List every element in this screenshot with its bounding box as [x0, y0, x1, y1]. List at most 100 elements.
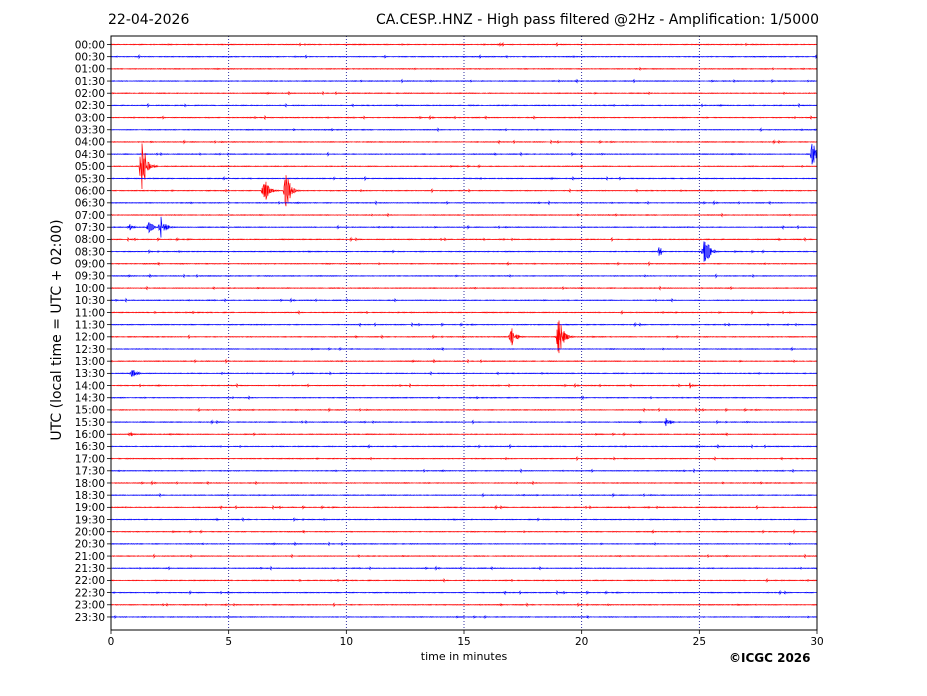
trace-2300: [110, 602, 818, 608]
trace-1500: [110, 407, 818, 413]
trace-0430: [110, 143, 818, 165]
row-label-1100: 11:00: [75, 307, 105, 319]
row-label-2230: 22:30: [75, 587, 105, 599]
trace-0930: [110, 273, 818, 279]
trace-0030: [110, 53, 818, 60]
x-tick-label-5: 5: [225, 636, 232, 648]
trace-1730: [110, 468, 818, 474]
row-label-1500: 15:00: [75, 405, 105, 417]
trace-1230: [110, 346, 818, 352]
row-label-0100: 01:00: [75, 64, 105, 76]
row-label-1230: 12:30: [75, 344, 105, 356]
trace-1930: [110, 517, 818, 523]
trace-0000: [110, 41, 818, 47]
trace-1830: [110, 492, 818, 498]
trace-0630: [110, 200, 818, 206]
row-label-0030: 00:30: [75, 51, 105, 63]
trace-0500: [110, 143, 818, 190]
row-label-0230: 02:30: [75, 100, 105, 112]
row-label-0530: 05:30: [75, 173, 105, 185]
x-tick-label-25: 25: [693, 636, 706, 648]
row-label-0130: 01:30: [75, 76, 105, 88]
trace-0330: [110, 127, 818, 133]
trace-0100: [110, 66, 818, 71]
chart-title: CA.CESP..HNZ - High pass filtered @2Hz -…: [375, 12, 819, 28]
row-label-0200: 02:00: [75, 88, 105, 100]
trace-1330: [110, 369, 818, 377]
x-tick-label-0: 0: [108, 636, 115, 648]
row-label-1400: 14:00: [75, 380, 105, 392]
x-tick-label-10: 10: [340, 636, 353, 648]
x-axis-label: time in minutes: [420, 650, 508, 663]
trace-0830: [110, 241, 818, 262]
row-label-2200: 22:00: [75, 575, 105, 587]
trace-0300: [110, 114, 818, 121]
trace-0130: [110, 78, 818, 84]
row-label-0500: 05:00: [75, 161, 105, 173]
row-label-0600: 06:00: [75, 185, 105, 197]
row-label-1530: 15:30: [75, 417, 105, 429]
trace-1030: [110, 297, 818, 303]
trace-0230: [110, 102, 818, 109]
trace-1600: [110, 431, 818, 437]
trace-1700: [110, 456, 818, 462]
trace-1400: [110, 382, 818, 389]
row-label-1600: 16:00: [75, 429, 105, 441]
trace-0400: [110, 139, 818, 145]
trace-0200: [110, 90, 818, 96]
row-label-2300: 23:00: [75, 600, 105, 612]
row-label-1430: 14:30: [75, 393, 105, 405]
row-label-1300: 13:00: [75, 356, 105, 368]
row-label-2030: 20:30: [75, 539, 105, 551]
trace-2130: [110, 565, 818, 571]
trace-1300: [110, 358, 818, 364]
trace-2330: [110, 614, 818, 620]
row-label-1130: 11:30: [75, 319, 105, 331]
trace-1130: [110, 321, 818, 328]
row-label-0400: 04:00: [75, 137, 105, 149]
row-label-1200: 12:00: [75, 332, 105, 344]
x-tick-label-20: 20: [575, 636, 588, 648]
trace-2030: [110, 541, 818, 547]
trace-1530: [110, 418, 818, 427]
row-label-1630: 16:30: [75, 441, 105, 453]
date-label: 22-04-2026: [108, 12, 190, 28]
row-label-1830: 18:30: [75, 490, 105, 502]
row-label-1730: 17:30: [75, 466, 105, 478]
trace-0900: [110, 261, 818, 267]
trace-0600: [110, 175, 818, 207]
row-label-2330: 23:30: [75, 612, 105, 624]
x-tick-label-30: 30: [810, 636, 823, 648]
trace-1200: [110, 320, 818, 354]
trace-1630: [110, 443, 818, 450]
row-label-0700: 07:00: [75, 210, 105, 222]
trace-0800: [110, 236, 818, 243]
row-label-0800: 08:00: [75, 234, 105, 246]
row-label-0300: 03:00: [75, 112, 105, 124]
row-label-1700: 17:00: [75, 453, 105, 465]
row-label-2100: 21:00: [75, 551, 105, 563]
row-label-0630: 06:30: [75, 198, 105, 210]
trace-2230: [110, 589, 818, 596]
trace-2100: [110, 553, 818, 559]
row-label-0730: 07:30: [75, 222, 105, 234]
row-label-2130: 21:30: [75, 563, 105, 575]
row-label-0430: 04:30: [75, 149, 105, 161]
trace-1430: [110, 395, 818, 401]
trace-1900: [110, 504, 818, 511]
trace-0530: [110, 175, 818, 182]
row-label-0930: 09:30: [75, 271, 105, 283]
row-label-1030: 10:30: [75, 295, 105, 307]
x-tick-label-15: 15: [457, 636, 470, 648]
copyright-label: ©ICGC 2026: [729, 651, 811, 665]
trace-1800: [110, 480, 818, 486]
row-label-0330: 03:30: [75, 125, 105, 137]
trace-0730: [110, 216, 818, 238]
trace-2000: [110, 529, 818, 535]
trace-1000: [110, 285, 818, 291]
row-label-1800: 18:00: [75, 478, 105, 490]
trace-1100: [110, 309, 818, 316]
row-label-1330: 13:30: [75, 368, 105, 380]
trace-0700: [110, 212, 818, 218]
